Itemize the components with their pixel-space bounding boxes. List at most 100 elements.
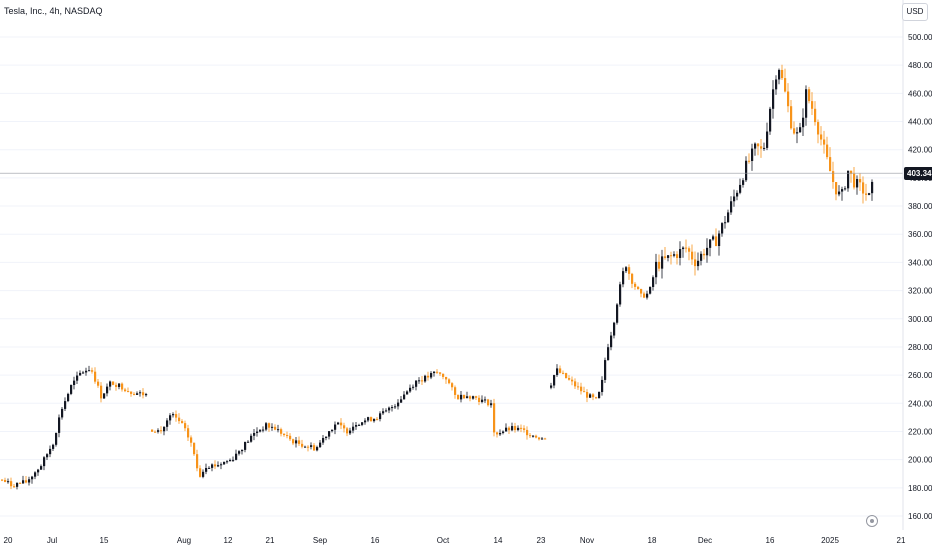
candle-body [124, 389, 127, 392]
candle-body [763, 147, 766, 149]
candle-body [691, 251, 694, 260]
candle-body [520, 427, 523, 429]
candle-body [499, 432, 502, 435]
candle-body [457, 394, 460, 400]
candle-body [670, 255, 673, 257]
candle-body [436, 371, 439, 373]
candle-body [862, 182, 865, 194]
candle-body [511, 426, 514, 431]
candle-body [829, 157, 832, 172]
y-tick-label: 480.00 [908, 61, 932, 70]
x-tick-label: Sep [313, 536, 328, 545]
candle-body [91, 370, 94, 372]
x-tick-label: 21 [266, 536, 275, 545]
candle-body [406, 391, 409, 395]
candle-body [97, 381, 100, 386]
candle-body [721, 223, 724, 234]
candle-body [115, 384, 118, 387]
candle-body [439, 372, 442, 374]
candle-body [214, 464, 217, 467]
candle-body [478, 397, 481, 403]
candle-body [601, 379, 604, 393]
candle-body [385, 410, 388, 412]
candle-body [343, 425, 346, 429]
candle-body [235, 453, 238, 460]
candle-body [529, 435, 532, 437]
candle-body [142, 392, 145, 396]
y-tick-label: 420.00 [908, 146, 932, 155]
candle-body [649, 287, 652, 294]
candle-body [820, 134, 823, 140]
candle-body [10, 481, 13, 487]
candle-body [298, 440, 301, 444]
candle-body [631, 273, 634, 284]
candle-body [688, 248, 691, 252]
candle-body [229, 459, 232, 462]
candle-body [637, 286, 640, 290]
y-tick-label: 440.00 [908, 118, 932, 127]
candle-body [643, 293, 646, 298]
candle-body [169, 415, 172, 421]
candle-body [445, 376, 448, 380]
candle-body [532, 435, 535, 437]
candle-body [349, 430, 352, 434]
candle-body [817, 122, 820, 135]
candle-body [460, 394, 463, 400]
candle-body [394, 406, 397, 408]
candle-body [562, 372, 565, 374]
candle-body [610, 335, 613, 348]
candle-body [328, 431, 331, 437]
candle-body [163, 426, 166, 432]
candle-body [340, 422, 343, 426]
candle-body [646, 293, 649, 298]
candle-body [697, 260, 700, 267]
reset-chart-icon[interactable] [866, 515, 878, 527]
candle-body [205, 467, 208, 472]
candle-body [463, 394, 466, 399]
candle-body [25, 480, 28, 483]
candle-body [295, 440, 298, 444]
candle-body [448, 379, 451, 384]
candle-body [274, 426, 277, 430]
candle-body [739, 184, 742, 193]
candle-body [289, 435, 292, 440]
x-tick-label: Dec [698, 536, 712, 545]
candle-body [625, 267, 628, 272]
price-axis: 160.00 180.00 200.00 220.00 240.00 260.00 280.… [902, 0, 932, 530]
candle-body [589, 394, 592, 398]
candle-body [85, 370, 88, 373]
candle-body [310, 445, 313, 447]
candle-body [694, 259, 697, 267]
candle-body [742, 180, 745, 185]
time-axis: 20 Jul 15 Aug 12 21 Sep 16 Oct 14 23 Nov 18 Dec 16 2025… [4, 536, 906, 545]
candle-body [376, 418, 379, 420]
candle-body [709, 239, 712, 248]
candle-body [280, 429, 283, 434]
candle-body [409, 387, 412, 392]
candle-body [715, 236, 718, 247]
candle-body [4, 479, 7, 482]
candle-body [583, 391, 586, 393]
candle-body [226, 461, 229, 463]
currency-selector[interactable]: USD [902, 3, 928, 21]
candle-body [181, 421, 184, 424]
x-tick-label: 20 [4, 536, 13, 545]
candle-body [424, 375, 427, 382]
candle-body [172, 414, 175, 416]
candle-body [241, 449, 244, 452]
candle-body [313, 445, 316, 451]
candle-body [247, 441, 250, 443]
x-tick-label: 12 [224, 536, 233, 545]
candle-body [397, 402, 400, 407]
candle-body [220, 464, 223, 466]
candle-body [526, 429, 529, 436]
candle-body [496, 432, 499, 435]
x-tick-label: 15 [100, 536, 109, 545]
candle-body [868, 193, 871, 195]
candle-body [718, 233, 721, 247]
candle-body [82, 372, 85, 374]
candle-body [388, 407, 391, 411]
candle-body [382, 411, 385, 414]
candle-body [139, 392, 142, 394]
